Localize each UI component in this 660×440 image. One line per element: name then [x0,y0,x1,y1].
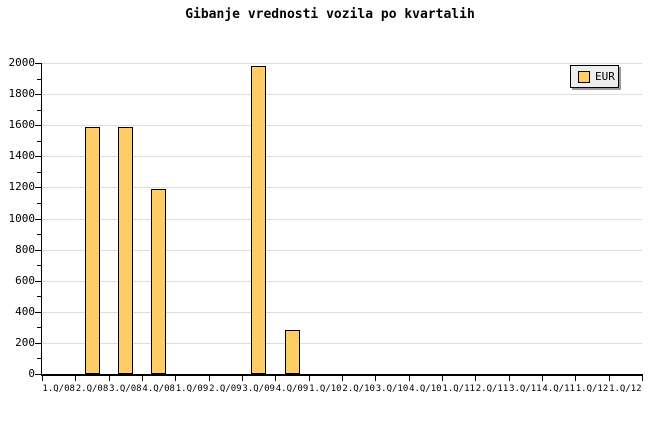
gridline [42,250,642,251]
y-axis-label: 1800 [8,87,36,100]
y-major-tick [35,312,41,313]
gridline [42,63,642,64]
chart-title: Gibanje vrednosti vozila po kvartalih [185,7,475,22]
y-axis-label: 200 [15,336,35,349]
gridline [42,156,642,157]
x-axis-label: 3.Q/10 [375,384,409,394]
x-axis-label: 4.Q/08 [142,384,175,394]
gridline [42,219,642,220]
gridline [42,312,642,313]
gridline [42,187,642,188]
x-tick [242,376,243,381]
y-major-tick [35,94,41,95]
x-tick [509,376,510,381]
x-tick [275,376,276,381]
x-axis-label: 1.Q/11 [442,384,475,394]
legend-swatch-icon [578,70,590,83]
y-minor-tick [37,327,41,328]
x-tick [142,376,143,381]
x-tick [475,376,476,381]
y-major-tick [35,281,41,282]
x-axis-label: 2.Q/10 [342,384,375,394]
x-tick [542,376,543,381]
x-axis-label: 2.Q/11 [475,384,509,394]
x-axis-label: 3.Q/11 [509,384,542,394]
x-tick [609,376,610,381]
x-axis-label: 2.Q/08 [75,384,109,394]
x-tick [342,376,343,381]
y-major-tick [35,187,41,188]
y-axis-label: 600 [15,274,35,287]
y-major-tick [35,219,41,220]
y-minor-tick [37,296,41,297]
x-axis-label: 4.Q/11 [542,384,575,394]
y-axis-label: 2000 [8,56,36,69]
y-major-tick [35,250,41,251]
bar [285,330,300,374]
gridline [42,94,642,95]
x-tick [575,376,576,381]
y-axis-line [41,63,42,375]
legend: EUR [570,65,619,88]
x-axis-label: 1.Q/12 [609,384,642,394]
y-axis-label: 1400 [8,149,36,162]
y-minor-tick [37,172,41,173]
y-minor-tick [37,110,41,111]
x-tick [409,376,410,381]
y-major-tick [35,374,41,375]
bar [85,127,100,374]
y-major-tick [35,343,41,344]
x-tick [209,376,210,381]
x-tick [109,376,110,381]
plot-area: 0 200 400 600 800 1000 1200 1400 1600 1800 2000 1.Q… [9,57,643,394]
x-tick [175,376,176,381]
x-axis-label: 3.Q/09 [242,384,275,394]
gridline [42,281,642,282]
y-axis-label: 0 [28,367,35,380]
bar [118,127,133,374]
x-axis-label: 1.Q/08 [42,384,75,394]
bar [151,189,166,374]
y-major-tick [35,156,41,157]
y-minor-tick [37,203,41,204]
x-axis-label: 3.Q/08 [109,384,142,394]
x-tick [75,376,76,381]
y-axis-label: 1600 [8,118,36,131]
legend-label: EUR [595,69,615,83]
x-axis-label: 4.Q/09 [275,384,309,394]
y-minor-tick [37,265,41,266]
y-axis-label: 1000 [8,212,36,225]
x-tick [42,376,43,381]
x-axis-label: 2.Q/09 [209,384,242,394]
y-major-tick [35,63,41,64]
x-axis-label: 4.Q/10 [409,384,442,394]
gridline [42,343,642,344]
y-axis-label: 800 [15,243,35,256]
x-tick [309,376,310,381]
y-minor-tick [37,79,41,80]
x-tick [442,376,443,381]
y-minor-tick [37,234,41,235]
bar [251,66,266,374]
x-axis-line [41,374,643,376]
x-axis-label: 1.Q/09 [175,384,209,394]
y-axis-label: 400 [15,305,35,318]
y-axis-label: 1200 [8,180,36,193]
x-tick [375,376,376,381]
y-major-tick [35,125,41,126]
x-axis-label: 1.Q/12 [575,384,609,394]
y-minor-tick [37,141,41,142]
x-axis-label: 1.Q/10 [309,384,342,394]
x-tick [642,376,643,381]
gridline [42,125,642,126]
y-minor-tick [37,358,41,359]
